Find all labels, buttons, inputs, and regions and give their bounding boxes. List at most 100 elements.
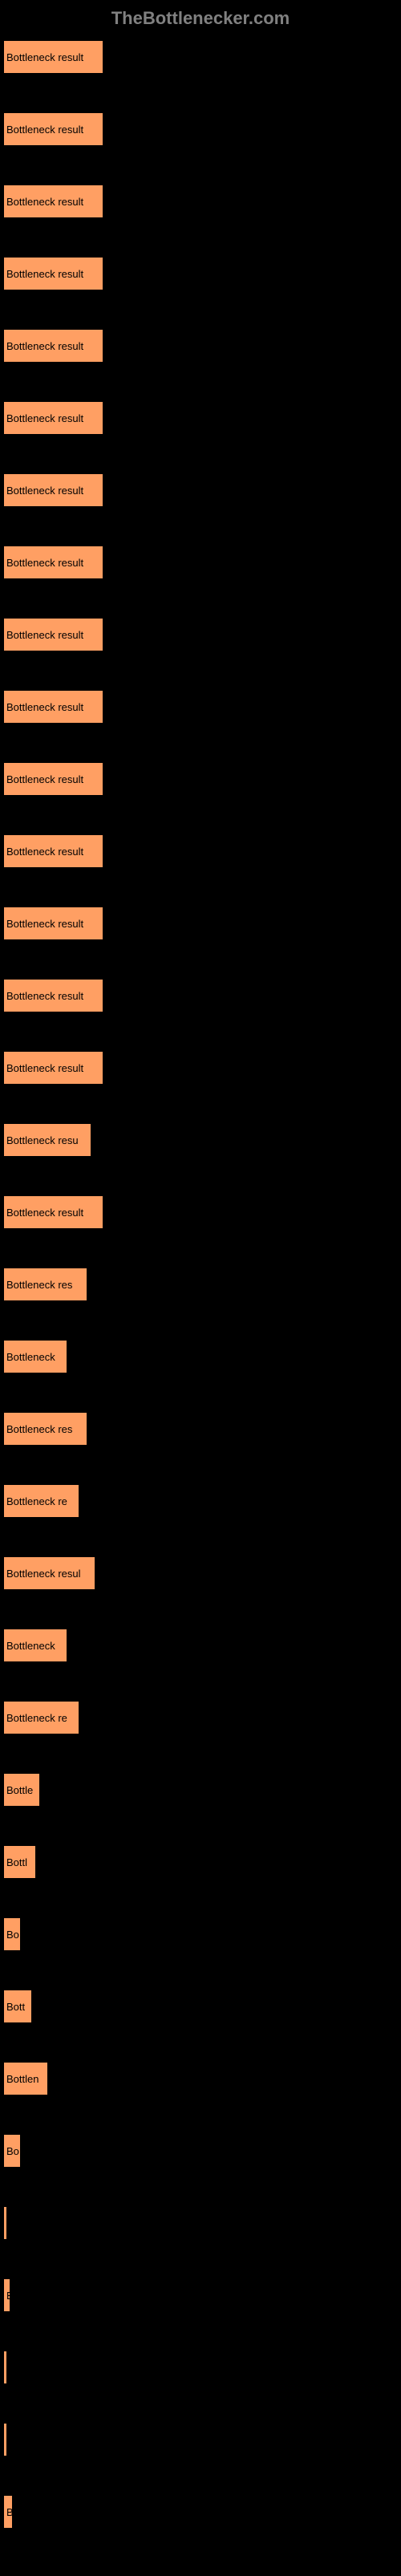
bar-row <box>4 2207 397 2239</box>
bar-label: Bottleneck <box>6 1351 55 1363</box>
bar-label: Bottleneck result <box>6 557 83 569</box>
bar-row: Bottleneck res <box>4 1413 397 1445</box>
bar: Bottleneck result <box>4 1052 103 1084</box>
bar-label: Bottleneck result <box>6 1062 83 1074</box>
bar-label: Bottleneck re <box>6 1495 67 1507</box>
bar-label: Bottle <box>6 1784 33 1796</box>
bar-label: Bottl <box>6 1856 27 1868</box>
bar: B <box>4 2279 10 2311</box>
bar: Bottleneck result <box>4 185 103 217</box>
bar-label: Bottleneck resu <box>6 1134 79 1146</box>
bar: B <box>4 2496 12 2528</box>
bar-row: Bottleneck result <box>4 258 397 290</box>
bar-label: Bottleneck result <box>6 268 83 280</box>
bar-row: Bottlen <box>4 2063 397 2095</box>
bar-label: B <box>6 2290 10 2302</box>
bar: Bottleneck result <box>4 330 103 362</box>
site-header: TheBottlenecker.com <box>0 8 401 29</box>
bar: Bottleneck res <box>4 1268 87 1300</box>
bar: Bottleneck result <box>4 691 103 723</box>
bar: Bottleneck <box>4 1341 67 1373</box>
bar-row: Bottleneck result <box>4 763 397 795</box>
bar: Bottleneck <box>4 1629 67 1661</box>
bar-row: B <box>4 2496 397 2528</box>
bar-row: Bottleneck result <box>4 41 397 73</box>
bar-label: Bottleneck res <box>6 1279 72 1291</box>
bar-label: Bottleneck <box>6 1640 55 1652</box>
bar-row: Bottleneck result <box>4 330 397 362</box>
bar-row: Bottl <box>4 1846 397 1878</box>
bar-row: Bottleneck re <box>4 1702 397 1734</box>
bar-row: B <box>4 2279 397 2311</box>
bar: Bo <box>4 2135 20 2167</box>
bar-label: Bott <box>6 2001 25 2013</box>
bar: Bottleneck re <box>4 1702 79 1734</box>
bar-label: Bottleneck result <box>6 1207 83 1219</box>
bar-label: Bottleneck result <box>6 196 83 208</box>
bar: Bottlen <box>4 2063 47 2095</box>
bar: Bottleneck resul <box>4 1557 95 1589</box>
bar-label: Bottleneck result <box>6 701 83 713</box>
bar-row: Bottleneck result <box>4 1196 397 1228</box>
bar-row: Bottleneck <box>4 1629 397 1661</box>
bar-row: Bottleneck <box>4 1341 397 1373</box>
bar-label: Bottleneck result <box>6 773 83 785</box>
bar-row: Bottleneck result <box>4 619 397 651</box>
bar-label: Bottleneck re <box>6 1712 67 1724</box>
bar-row: Bottleneck resu <box>4 1124 397 1156</box>
bar-label: Bottlen <box>6 2073 38 2085</box>
bar-label: Bo <box>6 2145 19 2157</box>
bar-label: Bottleneck resul <box>6 1568 81 1580</box>
bar-row: Bottleneck result <box>4 402 397 434</box>
bar-label: Bo <box>6 1929 19 1941</box>
bar-row: Bottleneck result <box>4 546 397 578</box>
bar: Bottleneck result <box>4 41 103 73</box>
bar-label: Bottleneck result <box>6 124 83 136</box>
bar-label: Bottleneck result <box>6 918 83 930</box>
bar: Bottleneck result <box>4 980 103 1012</box>
bar-row: Bottleneck result <box>4 1052 397 1084</box>
bar-label: Bottleneck result <box>6 51 83 63</box>
bar-row: Bo <box>4 1918 397 1950</box>
bar: Bottleneck result <box>4 474 103 506</box>
bar-row: Bottleneck result <box>4 907 397 939</box>
bar: Bo <box>4 1918 20 1950</box>
bar-label: Bottleneck result <box>6 485 83 497</box>
bar: Bottleneck result <box>4 835 103 867</box>
bar <box>4 2351 6 2383</box>
bar: Bottleneck result <box>4 546 103 578</box>
bar-label: B <box>6 2506 12 2518</box>
bar: Bottleneck result <box>4 907 103 939</box>
bar-label: Bottleneck result <box>6 990 83 1002</box>
bar <box>4 2207 6 2239</box>
bar: Bottleneck result <box>4 763 103 795</box>
bar: Bottleneck result <box>4 402 103 434</box>
bar-row: Bottleneck resul <box>4 1557 397 1589</box>
bar: Bottleneck re <box>4 1485 79 1517</box>
bar: Bottleneck result <box>4 113 103 145</box>
bar-row: Bottleneck result <box>4 835 397 867</box>
bar-label: Bottleneck res <box>6 1423 72 1435</box>
bar: Bott <box>4 1990 31 2022</box>
bar-row: Bottleneck res <box>4 1268 397 1300</box>
bar-row: Bottleneck result <box>4 185 397 217</box>
bar <box>4 2424 6 2456</box>
bar: Bottleneck resu <box>4 1124 91 1156</box>
bar-label: Bottleneck result <box>6 629 83 641</box>
bar-label: Bottleneck result <box>6 846 83 858</box>
bar-row: Bo <box>4 2135 397 2167</box>
bar: Bottleneck res <box>4 1413 87 1445</box>
bar-row: Bottleneck re <box>4 1485 397 1517</box>
bar-row <box>4 2424 397 2456</box>
bottleneck-chart: Bottleneck result Bottleneck result Bottle… <box>0 41 401 2528</box>
bar-label: Bottleneck result <box>6 412 83 424</box>
bar: Bottle <box>4 1774 39 1806</box>
bar-row: Bottleneck result <box>4 113 397 145</box>
bar-row <box>4 2351 397 2383</box>
bar-label: Bottleneck result <box>6 340 83 352</box>
bar: Bottleneck result <box>4 1196 103 1228</box>
bar: Bottl <box>4 1846 35 1878</box>
bar: Bottleneck result <box>4 619 103 651</box>
bar-row: Bottleneck result <box>4 980 397 1012</box>
bar-row: Bottle <box>4 1774 397 1806</box>
